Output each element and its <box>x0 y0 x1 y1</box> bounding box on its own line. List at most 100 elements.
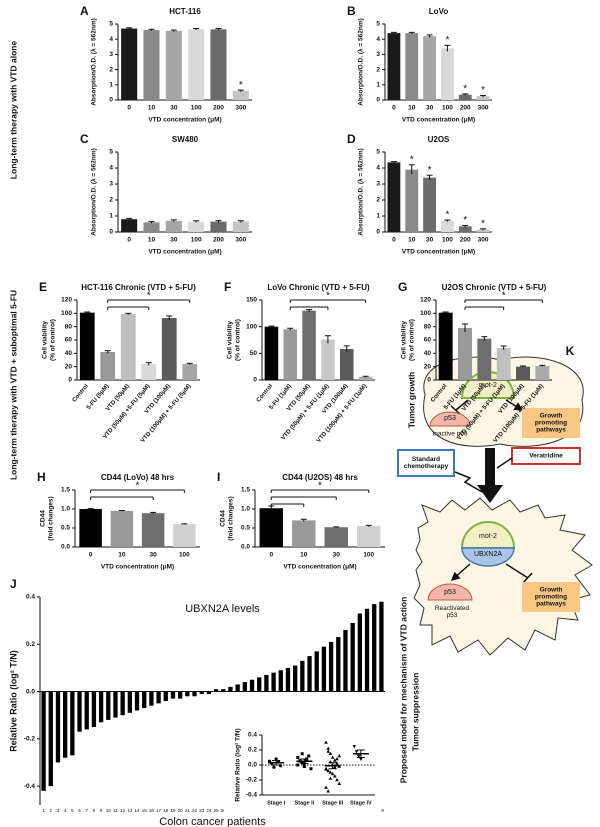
bar <box>321 339 335 380</box>
y-tick-label: 0.4 <box>26 594 35 601</box>
y-tick-label: 5 <box>109 21 113 28</box>
significance: * <box>239 80 243 91</box>
x-tick-label: 16 <box>149 808 155 813</box>
bar <box>55 691 61 763</box>
bar <box>156 691 161 704</box>
bar <box>358 376 373 380</box>
bar <box>84 691 89 730</box>
bar <box>141 364 157 380</box>
x-tick-label: 5 <box>71 808 74 813</box>
bar <box>314 651 319 692</box>
x-tick-label: 30 <box>333 552 341 559</box>
y-tick-label: 0.4 <box>248 732 257 739</box>
bar <box>302 310 316 380</box>
x-tick-label: 10 <box>408 237 416 244</box>
x-tick-label: 4 <box>64 808 67 813</box>
bar <box>121 219 138 232</box>
bar <box>185 691 190 697</box>
bar <box>188 29 205 100</box>
point <box>309 767 313 771</box>
y-tick-label: -0.4 <box>24 783 36 790</box>
bar <box>106 691 111 720</box>
y-tick-label: 0.2 <box>26 641 35 648</box>
point <box>296 756 300 759</box>
point <box>274 757 278 761</box>
bar <box>232 221 249 232</box>
point <box>354 750 359 754</box>
y-tick-label: 2 <box>376 197 380 204</box>
bar <box>235 684 240 692</box>
inhibit <box>505 563 529 579</box>
point <box>333 765 337 769</box>
bar <box>199 691 204 694</box>
bar <box>405 169 419 232</box>
big-arrow <box>477 448 503 503</box>
x-tick-label: 12 <box>120 808 126 813</box>
bar <box>516 366 530 380</box>
y-tick-label: 150 <box>246 297 257 304</box>
bar <box>300 660 305 692</box>
bar <box>161 318 177 380</box>
x-tick-label: Stage IV <box>350 800 372 806</box>
bar <box>476 229 490 232</box>
treatment-label: Veratridine <box>529 452 563 460</box>
y-axis-label: Cell viability <box>227 321 234 359</box>
y-tick-label: 0 <box>109 97 113 104</box>
point <box>326 749 331 753</box>
bar <box>357 613 362 692</box>
y-tick-label: 0 <box>376 97 380 104</box>
bar <box>405 33 419 101</box>
bar <box>440 220 454 232</box>
bar <box>141 513 165 547</box>
bar <box>458 94 472 100</box>
connector <box>496 457 513 469</box>
y-tick-label: 100 <box>61 310 72 317</box>
panel-letter: H <box>37 470 46 484</box>
y-axis-label: Cell viability <box>42 321 49 359</box>
y-axis-label: Cell viability <box>401 321 408 359</box>
y-axis-label: CD44 <box>220 510 227 527</box>
x-tick-label: 14 <box>135 808 141 813</box>
y-tick-label: 0 <box>253 377 257 384</box>
x-tick-label: 0 <box>392 237 396 244</box>
x-tick-label: Control <box>72 383 91 403</box>
panel-letter: B <box>347 4 356 18</box>
significance: * <box>147 291 151 302</box>
x-tick-label: 24 <box>206 808 212 813</box>
x-tick-label: 9 <box>100 808 103 813</box>
bar <box>264 675 269 692</box>
x-axis-label: VTD concentration (μM) <box>283 564 356 571</box>
state-label: Reactivated p53 <box>434 604 470 619</box>
side-label: Long-term therapy with VTD + suboptimal … <box>8 290 18 480</box>
panel-letter: E <box>39 280 47 294</box>
y-tick-label: 0.0 <box>241 544 250 551</box>
y-tick-label: 1.5 <box>241 487 250 494</box>
bar <box>387 33 401 101</box>
chart-title: HCT-116 Chronic (VTD + 5-FU) <box>81 283 196 292</box>
ubxn2a-shape <box>461 547 515 567</box>
x-tick-label: 30 <box>426 105 434 112</box>
y-axis-label: Absorption/O.D. (λ = 562nm) <box>357 18 365 106</box>
y-tick-label: 3 <box>109 51 113 58</box>
bar <box>292 520 316 547</box>
significance: * <box>445 35 449 46</box>
x-axis-label: Colon cancer patients <box>159 816 266 827</box>
chart-title: LoVo Chronic (VTD + 5-FU) <box>267 283 370 292</box>
bar <box>336 637 341 692</box>
point <box>302 765 306 768</box>
x-tick-label: 30 <box>150 552 158 559</box>
point <box>324 767 328 771</box>
y-tick-label: 100 <box>420 310 431 317</box>
bar <box>423 177 437 232</box>
point <box>337 781 342 786</box>
y-tick-label: 1.0 <box>241 506 250 513</box>
diagram-title: Proposed model for mechanism of VTD acti… <box>398 597 408 784</box>
significance: * <box>136 481 140 492</box>
x-tick-label: 0 <box>89 552 93 559</box>
bar <box>70 691 75 756</box>
bar <box>293 665 298 692</box>
bar <box>178 691 183 699</box>
x-tick-label: 15 <box>142 808 148 813</box>
inhibit <box>450 405 461 415</box>
